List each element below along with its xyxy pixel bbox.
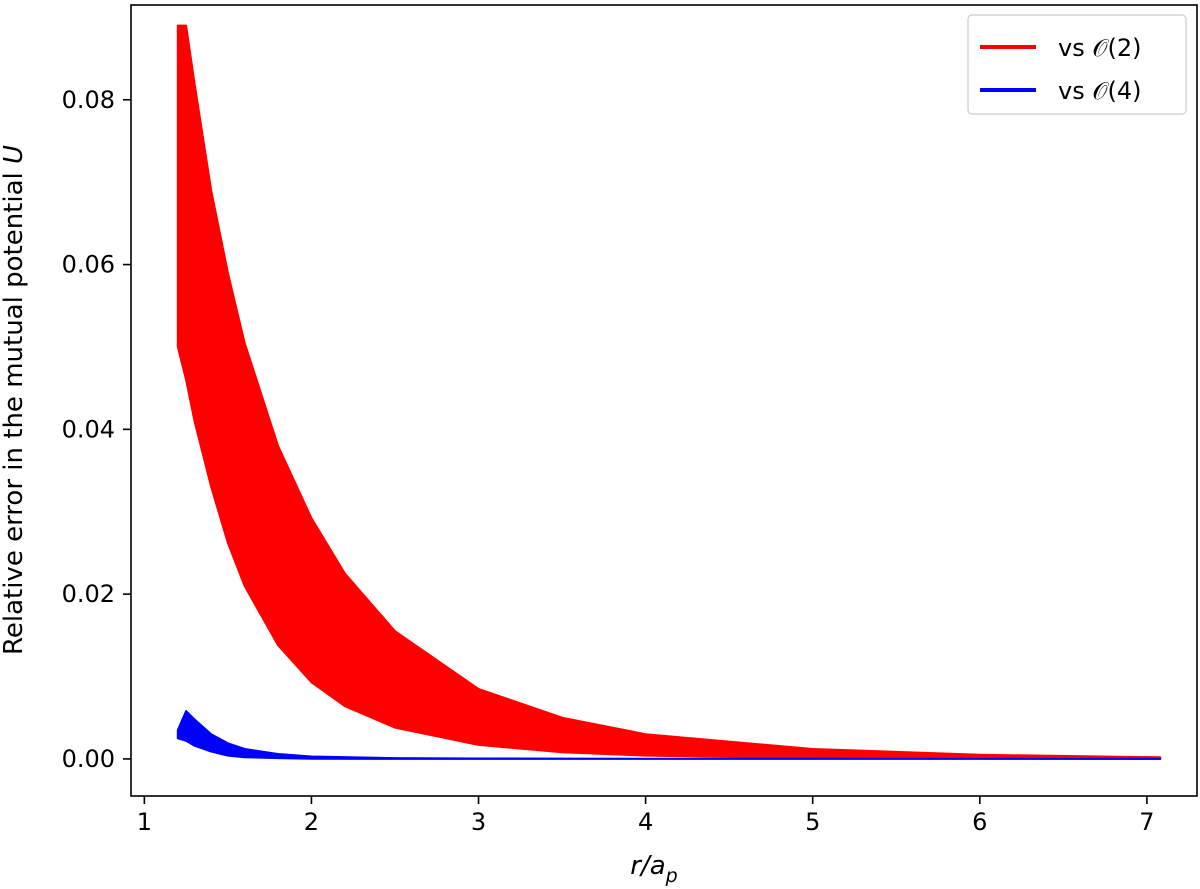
legend: vs 𝒪(2) vs 𝒪(4) [967,14,1187,115]
x-axis-label: r/ap [630,851,677,887]
legend-label-o4: vs 𝒪(4) [1058,77,1141,105]
x-axis-label-sub: p [665,865,678,887]
plot-frame [130,4,1198,797]
x-tick-label: 5 [805,808,820,836]
x-tick-label: 4 [638,808,653,836]
x-tick-label: 3 [471,808,486,836]
x-tick-label: 7 [1139,808,1154,836]
series-layer [176,24,1162,760]
legend-label-o2: vs 𝒪(2) [1058,34,1141,62]
y-axis-label-main: Relative error in the mutual potential [0,164,29,655]
x-tick-label: 1 [137,808,152,836]
series-band-o2 [176,24,1162,760]
y-axis-label: Relative error in the mutual potential U [0,145,29,655]
y-tick-label: 0.04 [62,415,115,443]
x-axis: 1 2 3 4 5 6 7 [137,796,1155,836]
y-tick-label: 0.08 [62,86,115,114]
y-axis-label-var: U [0,145,29,164]
x-tick-label: 2 [304,808,319,836]
y-tick-label: 0.02 [62,580,115,608]
series-band-o4 [176,710,1162,760]
x-axis-label-main: r/a [630,851,665,881]
y-axis: 0.00 0.02 0.04 0.06 0.08 [62,86,131,773]
x-tick-label: 6 [972,808,987,836]
y-tick-label: 0.06 [62,251,115,279]
y-tick-label: 0.00 [62,745,115,773]
